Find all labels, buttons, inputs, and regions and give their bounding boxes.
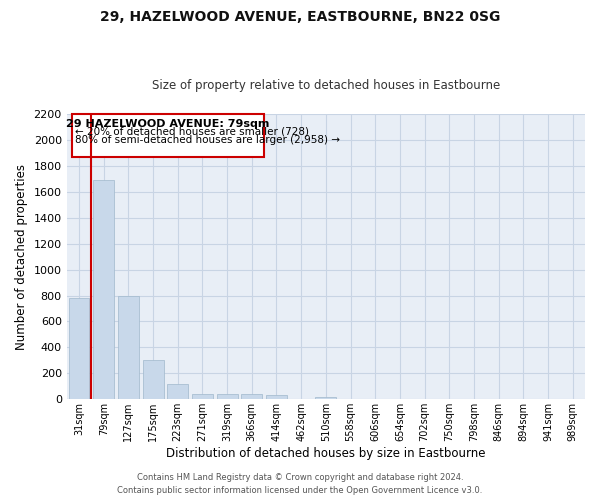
Text: 29, HAZELWOOD AVENUE, EASTBOURNE, BN22 0SG: 29, HAZELWOOD AVENUE, EASTBOURNE, BN22 0… xyxy=(100,10,500,24)
Bar xyxy=(167,384,188,400)
Bar xyxy=(266,396,287,400)
FancyBboxPatch shape xyxy=(71,114,264,157)
Text: Contains HM Land Registry data © Crown copyright and database right 2024.
Contai: Contains HM Land Registry data © Crown c… xyxy=(118,474,482,495)
Y-axis label: Number of detached properties: Number of detached properties xyxy=(15,164,28,350)
Text: ← 20% of detached houses are smaller (728): ← 20% of detached houses are smaller (72… xyxy=(76,127,310,137)
Title: Size of property relative to detached houses in Eastbourne: Size of property relative to detached ho… xyxy=(152,79,500,92)
Bar xyxy=(68,298,89,400)
Text: 29 HAZELWOOD AVENUE: 79sqm: 29 HAZELWOOD AVENUE: 79sqm xyxy=(66,119,269,129)
Text: 80% of semi-detached houses are larger (2,958) →: 80% of semi-detached houses are larger (… xyxy=(76,134,340,144)
Bar xyxy=(192,394,213,400)
Bar xyxy=(217,394,238,400)
Bar xyxy=(241,394,262,400)
Bar xyxy=(316,397,337,400)
Bar xyxy=(118,296,139,400)
X-axis label: Distribution of detached houses by size in Eastbourne: Distribution of detached houses by size … xyxy=(166,447,485,460)
Bar xyxy=(143,360,164,400)
Bar xyxy=(93,180,114,400)
